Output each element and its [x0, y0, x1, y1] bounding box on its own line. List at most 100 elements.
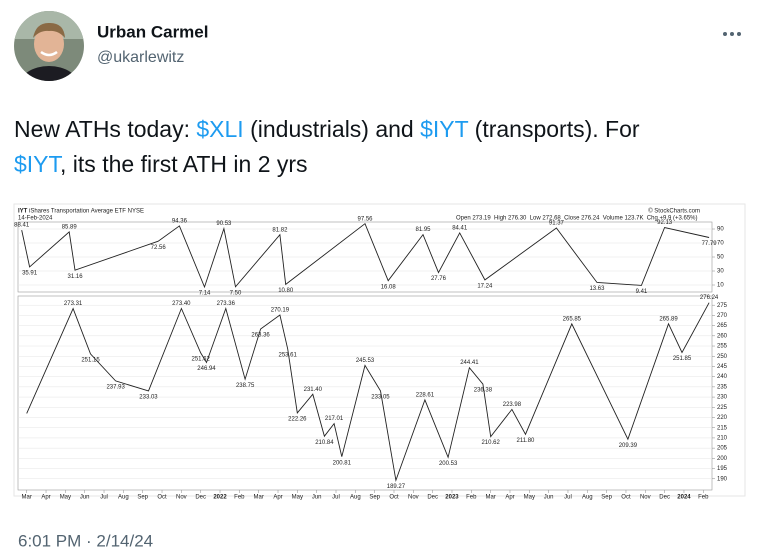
- y-tick-label: 250: [717, 354, 728, 360]
- data-label: 246.94: [197, 366, 216, 372]
- y-tick-label: 235: [717, 384, 728, 390]
- author-handle[interactable]: @ukarlewitz: [97, 49, 184, 66]
- y-tick-label: 90: [717, 227, 724, 233]
- data-label: 251.85: [673, 356, 692, 362]
- data-label: 72.56: [151, 245, 167, 251]
- cashtag-link[interactable]: $XLI: [196, 116, 243, 142]
- data-label: 9.41: [636, 289, 648, 295]
- x-tick-label: Feb: [698, 495, 709, 501]
- cashtag-link[interactable]: $IYT: [14, 151, 63, 177]
- chart-name: iShares Transportation Average ETF NYSE: [29, 209, 144, 215]
- x-tick-label: 2023: [445, 495, 459, 501]
- x-tick-label: May: [60, 495, 71, 501]
- x-tick-label: Jul: [332, 495, 340, 501]
- y-tick-label: 30: [717, 269, 724, 275]
- data-label: 251.62: [192, 357, 211, 363]
- data-label: 222.26: [288, 416, 307, 422]
- x-tick-label: Nov: [640, 495, 651, 501]
- price-panel: [17, 295, 713, 491]
- y-tick-label: 195: [717, 466, 728, 472]
- data-label: 265.89: [659, 316, 678, 322]
- data-label: 81.82: [272, 227, 288, 233]
- y-tick-label: 70: [717, 241, 724, 247]
- data-label: 88.41: [14, 223, 30, 229]
- data-label: 265.85: [563, 316, 582, 322]
- y-tick-label: 215: [717, 425, 728, 431]
- y-tick-label: 255: [717, 344, 728, 350]
- data-label: 84.41: [452, 225, 468, 231]
- x-tick-label: Sep: [601, 495, 612, 501]
- y-tick-label: 225: [717, 405, 728, 411]
- data-label: 27.76: [431, 276, 447, 282]
- tweet-span: New ATHs today:: [14, 116, 196, 142]
- chart-image: [13, 203, 746, 497]
- x-tick-label: Feb: [466, 495, 477, 501]
- y-tick-label: 230: [717, 395, 728, 401]
- x-tick-label: Mar: [22, 495, 32, 501]
- x-tick-label: Jul: [100, 495, 108, 501]
- cashtag-link[interactable]: $IYT: [420, 116, 469, 142]
- data-label: 189.27: [387, 484, 406, 490]
- avatar[interactable]: [14, 11, 84, 106]
- x-tick-label: Apr: [273, 495, 282, 501]
- x-tick-label: Feb: [234, 495, 245, 501]
- data-label: 236.38: [474, 388, 493, 394]
- series-line: [21, 222, 710, 289]
- tweet-line: New ATHs today: $XLI (industrials) and $…: [14, 116, 640, 142]
- y-tick-label: 50: [717, 255, 724, 261]
- y-tick-label: 270: [717, 313, 728, 319]
- data-label: 210.84: [315, 440, 334, 446]
- tweet-span: (transports). For: [468, 116, 640, 142]
- timestamp[interactable]: 6:01 PM · 2/14/24: [18, 531, 153, 550]
- data-label: 13.63: [589, 286, 605, 292]
- data-label: 91.37: [549, 221, 565, 227]
- more-menu[interactable]: [723, 32, 741, 36]
- data-label: 7.50: [230, 290, 242, 296]
- x-tick-label: Apr: [41, 495, 50, 501]
- x-tick-label: Sep: [137, 495, 148, 501]
- data-label: 270.19: [271, 308, 290, 314]
- tweet-span: , its the first ATH in 2 yrs: [60, 151, 308, 177]
- data-label: 244.41: [460, 360, 479, 366]
- series-line: [26, 302, 710, 483]
- data-label: 7.14: [199, 291, 211, 297]
- x-tick-label: 2022: [213, 495, 227, 501]
- tweet-span: (industrials) and: [244, 116, 420, 142]
- tweet-text: New ATHs today: $XLI (industrials) and $…: [14, 116, 640, 177]
- data-label: 233.05: [371, 394, 390, 400]
- x-tick-label: Jul: [564, 495, 572, 501]
- data-label: 35.91: [22, 270, 38, 276]
- chart-quote: Open 273.19 High 276.30 Low 272.68 Close…: [456, 216, 698, 222]
- data-label: 228.61: [416, 393, 435, 399]
- x-tick-label: Aug: [118, 495, 129, 501]
- x-tick-label: May: [292, 495, 303, 501]
- y-tick-label: 245: [717, 364, 728, 370]
- data-label: 273.40: [172, 301, 191, 307]
- x-tick-label: Jun: [544, 495, 554, 501]
- data-label: 97.56: [357, 216, 373, 222]
- y-tick-label: 260: [717, 333, 728, 339]
- data-label: 223.98: [503, 402, 522, 408]
- data-label: 209.39: [619, 443, 638, 449]
- x-tick-label: Nov: [408, 495, 419, 501]
- data-label: 16.08: [381, 284, 397, 290]
- data-label: 253.61: [278, 352, 297, 358]
- data-label: 94.36: [172, 219, 188, 225]
- data-label: 200.53: [439, 461, 458, 467]
- chart-symbol: IYT: [18, 209, 28, 215]
- data-label: 237.93: [106, 384, 125, 390]
- author-name[interactable]: Urban Carmel: [97, 22, 208, 41]
- x-tick-label: 2024: [677, 495, 691, 501]
- data-label: 210.62: [481, 440, 500, 446]
- y-tick-label: 10: [717, 283, 724, 289]
- data-label: 251.15: [81, 357, 100, 363]
- x-tick-label: Oct: [389, 495, 399, 501]
- data-label: 90.53: [216, 221, 232, 227]
- x-tick-label: Mar: [254, 495, 264, 501]
- data-label: 238.75: [236, 383, 255, 389]
- y-tick-label: 200: [717, 456, 728, 462]
- data-label: 211.80: [516, 438, 535, 444]
- x-tick-label: Jun: [80, 495, 90, 501]
- tweet-line: $IYT, its the first ATH in 2 yrs: [14, 151, 308, 177]
